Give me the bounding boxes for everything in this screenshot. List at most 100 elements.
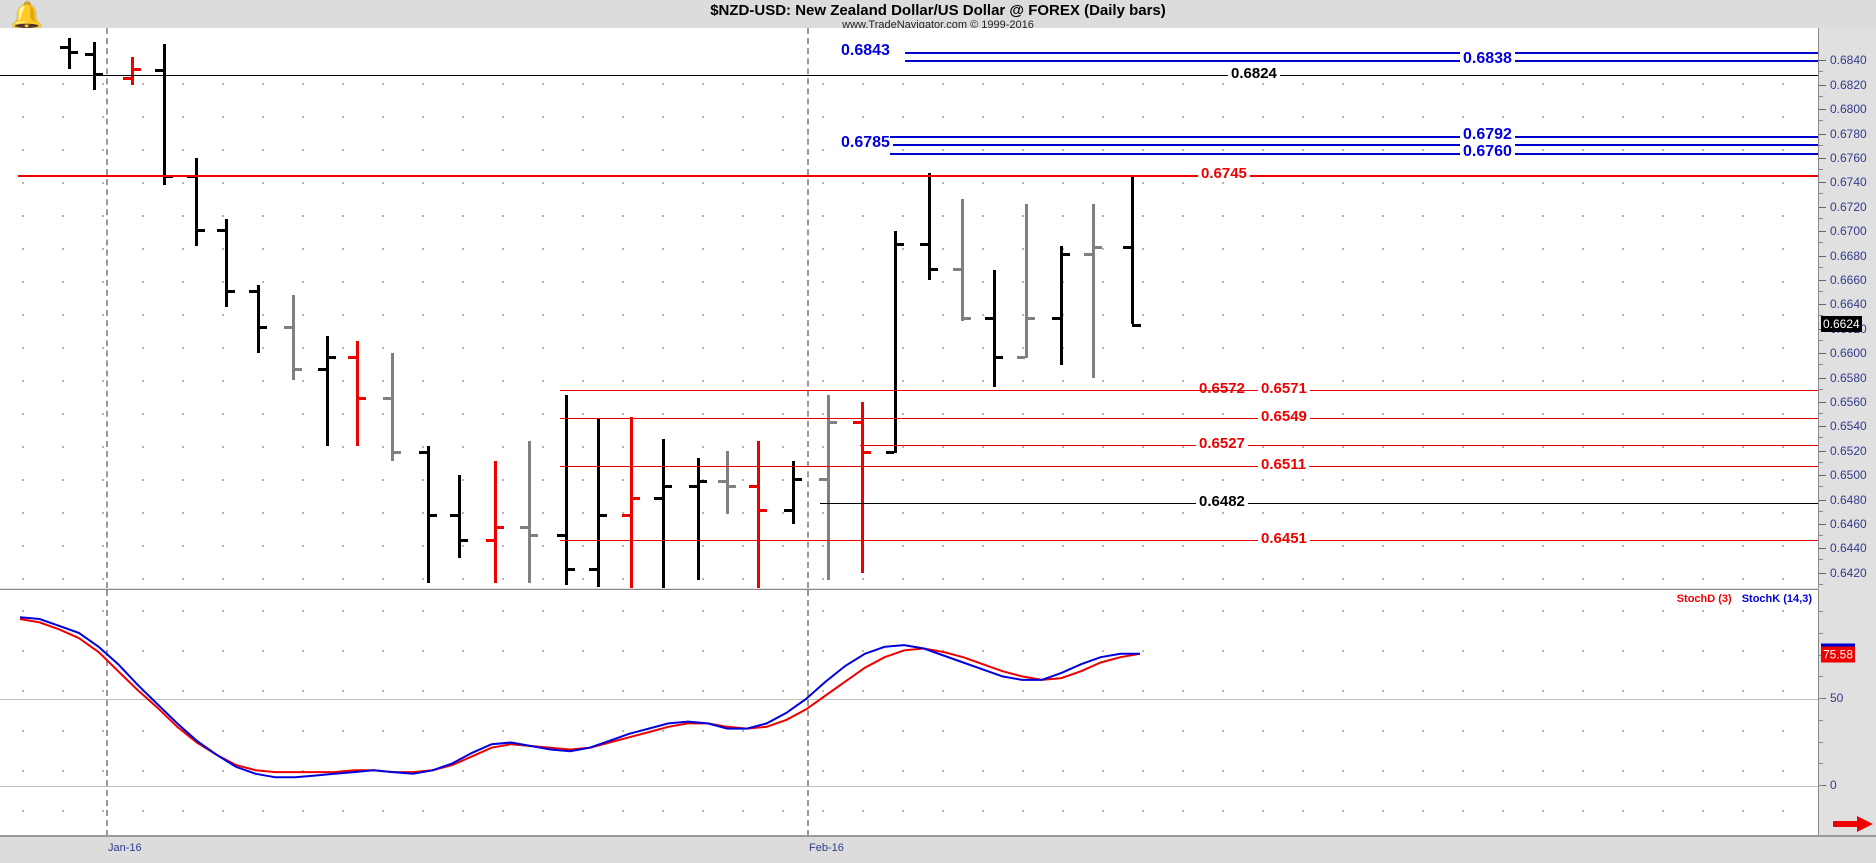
indicator-axis-minor-tick — [1819, 719, 1823, 721]
axis-tick — [1819, 109, 1826, 111]
stoch-d-legend: StochD (3) — [1676, 593, 1732, 605]
ohlc-bar[interactable] — [654, 438, 673, 588]
stochastic-lines — [19, 616, 1141, 779]
ohlc-bar[interactable] — [155, 44, 174, 185]
axis-minor-tick — [1819, 583, 1823, 585]
price-level-line — [890, 144, 1818, 146]
ohlc-bar[interactable] — [557, 394, 576, 585]
axis-tick-label: 0.6840 — [1830, 53, 1867, 68]
axis-minor-tick — [1819, 266, 1823, 268]
price-level-label: 0.6792 — [1460, 126, 1515, 144]
axis-tick — [1819, 304, 1826, 306]
indicator-axis-minor-tick — [1819, 785, 1823, 786]
stochastic-indicator-panel[interactable]: TradeNavigator.com StochD (3)StochK (14,… — [0, 589, 1818, 836]
indicator-axis-minor-tick — [1819, 676, 1823, 678]
month-divider-jan — [106, 28, 108, 588]
ohlc-bar[interactable] — [886, 231, 905, 454]
ohlc-bar[interactable] — [249, 284, 268, 354]
indicator-axis-label: 0 — [1830, 778, 1837, 792]
ohlc-bar[interactable] — [1123, 175, 1142, 327]
stoch-k-legend: StochK (14,3) — [1741, 593, 1812, 605]
axis-minor-tick — [1819, 559, 1823, 561]
axis-tick-label: 0.6540 — [1830, 419, 1867, 434]
axis-tick-label: 0.6580 — [1830, 370, 1867, 385]
ohlc-bar[interactable] — [953, 199, 972, 322]
axis-tick — [1819, 353, 1826, 355]
axis-tick-label: 0.6720 — [1830, 199, 1867, 214]
axis-tick — [1819, 231, 1826, 233]
axis-tick — [1819, 426, 1826, 428]
axis-minor-tick — [1819, 144, 1823, 146]
axis-minor-tick — [1819, 437, 1823, 439]
ohlc-bar[interactable] — [749, 440, 768, 588]
ohlc-bar[interactable] — [853, 401, 872, 573]
ohlc-bar[interactable] — [819, 394, 838, 581]
price-level-line — [820, 503, 1818, 504]
ohlc-bar[interactable] — [217, 218, 236, 307]
price-level-label: 0.6511 — [1258, 456, 1310, 473]
price-plot-area[interactable]: 0.6843 0.6838 0.6824 0.6785 0.6792 0.6760 0.67… — [0, 28, 1818, 588]
axis-tick-label: 0.6460 — [1830, 516, 1867, 531]
axis-tick-label: 0.6660 — [1830, 272, 1867, 287]
current-price-marker: 0.6624 — [1821, 315, 1862, 332]
price-level-label: 0.6785 — [838, 134, 893, 152]
ohlc-bar[interactable] — [187, 157, 206, 246]
ohlc-bar[interactable] — [1017, 204, 1036, 359]
axis-minor-tick — [1819, 364, 1823, 366]
price-level-line — [560, 418, 1818, 419]
ohlc-bar[interactable] — [383, 353, 402, 461]
axis-tick — [1819, 377, 1826, 379]
axis-minor-tick — [1819, 486, 1823, 488]
ohlc-bar[interactable] — [486, 460, 505, 583]
ohlc-bar[interactable] — [622, 416, 641, 588]
ohlc-bar[interactable] — [689, 458, 708, 581]
time-label-jan: Jan-16 — [108, 842, 142, 854]
ohlc-bar[interactable] — [520, 440, 539, 583]
ohlc-bar[interactable] — [784, 460, 803, 524]
price-level-line — [905, 60, 1818, 62]
ohlc-bar[interactable] — [60, 38, 79, 69]
axis-minor-tick — [1819, 168, 1823, 170]
price-axis[interactable]: 0.6840 0.6820 0.6800 0.6780 0.6760 0.6740 0.67… — [1818, 28, 1876, 588]
price-level-line — [560, 466, 1818, 467]
axis-minor-tick — [1819, 412, 1823, 414]
price-level-line — [830, 390, 1818, 391]
ohlc-bar[interactable] — [419, 445, 438, 583]
axis-tick-label: 0.6700 — [1830, 224, 1867, 239]
axis-tick-label: 0.6520 — [1830, 443, 1867, 458]
ohlc-bar[interactable] — [123, 56, 142, 85]
axis-tick — [1819, 182, 1826, 184]
ohlc-bar[interactable] — [589, 419, 608, 588]
ohlc-bar[interactable] — [1084, 204, 1103, 378]
ohlc-bar[interactable] — [284, 294, 303, 380]
indicator-axis-minor-tick — [1819, 741, 1823, 743]
price-level-label: 0.6482 — [1196, 493, 1248, 510]
axis-tick — [1819, 255, 1826, 257]
ohlc-bar[interactable] — [985, 270, 1004, 388]
ohlc-bar[interactable] — [85, 42, 104, 90]
indicator-axis[interactable]: 50 0 75.58 — [1818, 589, 1876, 835]
axis-minor-tick — [1819, 534, 1823, 536]
axis-tick — [1819, 475, 1826, 477]
indicator-legend: StochD (3) StochK (14,3) — [1677, 593, 1812, 605]
axis-tick — [1819, 157, 1826, 159]
indicator-axis-label: 50 — [1830, 691, 1844, 705]
axis-minor-tick — [1819, 510, 1823, 512]
axis-minor-tick — [1819, 120, 1823, 122]
axis-minor-tick — [1819, 388, 1823, 390]
ohlc-bar[interactable] — [318, 336, 337, 446]
ohlc-bar[interactable] — [450, 475, 469, 559]
axis-minor-tick — [1819, 242, 1823, 244]
price-level-label: 0.6745 — [1198, 165, 1250, 182]
page-title: $NZD-USD: New Zealand Dollar/US Dollar @… — [710, 2, 1166, 19]
right-arrow-icon[interactable] — [1833, 816, 1873, 832]
axis-tick-label: 0.6780 — [1830, 126, 1867, 141]
axis-minor-tick — [1819, 290, 1823, 292]
ohlc-bar[interactable] — [920, 172, 939, 280]
axis-tick-label: 0.6820 — [1830, 77, 1867, 92]
price-level-line — [890, 153, 1818, 155]
ohlc-bar[interactable] — [718, 450, 737, 515]
ohlc-bar[interactable] — [1052, 245, 1071, 366]
ohlc-bar[interactable] — [348, 340, 367, 446]
